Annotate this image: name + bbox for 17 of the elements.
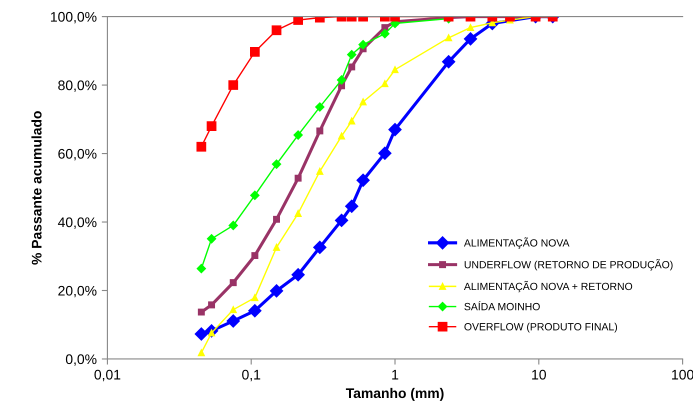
y-axis-title: % Passante acumulado [31,111,42,265]
legend-label: OVERFLOW (PRODUTO FINAL) [464,322,618,332]
x-axis-title: Tamanho (mm) [346,388,444,401]
y-tick-label: 40,0% [58,217,97,229]
y-tick-label: 0,0% [66,354,97,366]
x-tick-label: 10 [532,370,546,380]
y-tick-label: 80,0% [58,80,97,92]
legend-label: UNDERFLOW (RETORNO DE PRODUÇÃO) [464,259,673,270]
legend-label: ALIMENTAÇÃO NOVA + RETORNO [464,280,632,292]
legend-label: ALIMENTAÇÃO NOVA [464,237,570,249]
y-tick-label: 60,0% [58,148,97,160]
x-tick-label: 0,1 [242,370,260,382]
x-tick-label: 0,01 [94,370,120,382]
legend-label: SAÍDA MOINHO [464,301,540,310]
y-tick-label: 100,0% [50,12,97,24]
y-tick-label: 20,0% [58,286,97,298]
x-tick-label: 1 [392,370,398,380]
